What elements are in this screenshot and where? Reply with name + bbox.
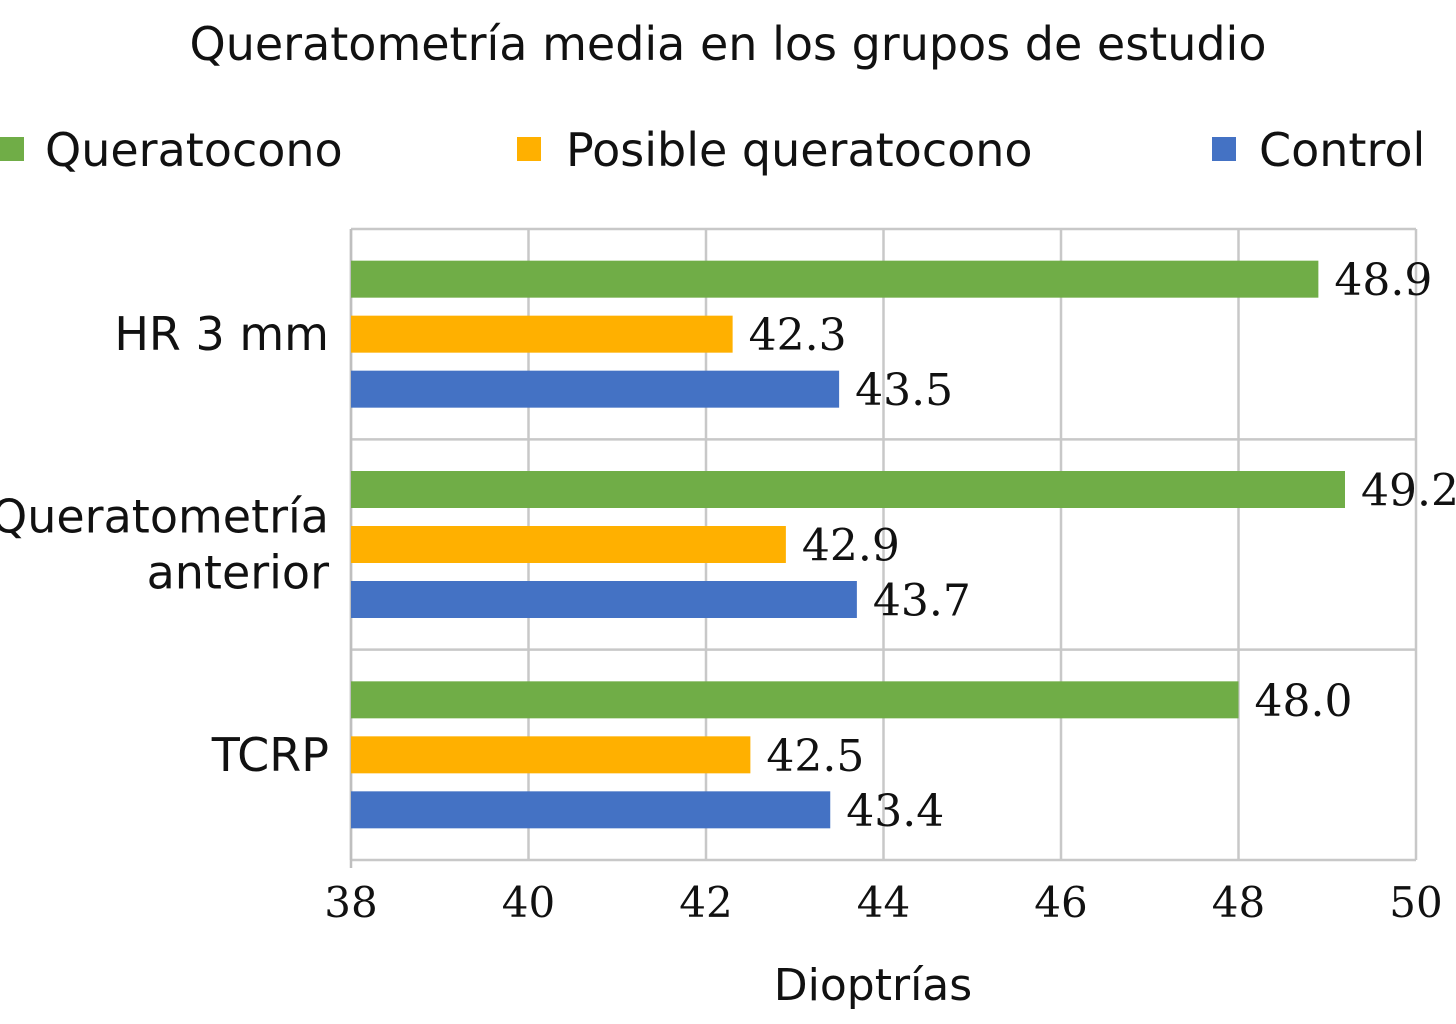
x-axis-ticks: 38 40 42 44 46 48 50 <box>324 878 1442 927</box>
x-tick-label: 48 <box>1212 878 1265 927</box>
x-tick-label: 50 <box>1389 878 1442 927</box>
legend-swatch-0 <box>0 137 24 161</box>
legend-label-1: Posible queratocono <box>566 123 1033 177</box>
category-label-1: Queratometría <box>0 490 329 544</box>
chart-title: Queratometría media en los grupos de est… <box>190 17 1267 71</box>
data-label-2-0: 43.5 <box>855 365 953 416</box>
legend-swatch-2 <box>1212 137 1236 161</box>
x-tick-label: 38 <box>324 878 377 927</box>
data-label-1-0: 42.3 <box>749 310 847 361</box>
bars: 48.9 42.343.5 49.2 42.943.7 48.0 42.543.4 <box>351 255 1456 837</box>
bar-0-0 <box>351 260 1319 298</box>
data-label-1-2: 42.5 <box>766 731 864 782</box>
bar-2-1 <box>351 581 857 618</box>
legend-label-2: Control <box>1259 123 1425 177</box>
bar-1-1 <box>351 526 786 563</box>
data-label-2-2: 43.4 <box>846 786 944 837</box>
x-axis-label: Dioptrías <box>774 960 972 1011</box>
bar-1-2 <box>351 736 751 774</box>
x-tick-label: 44 <box>857 878 910 927</box>
data-label-0-2: 48.0 <box>1255 676 1353 727</box>
bar-2-2 <box>351 791 831 829</box>
category-label-2: TCRP <box>211 728 329 782</box>
bar-0-1 <box>351 471 1345 508</box>
x-tick-label: 46 <box>1034 878 1087 927</box>
x-tick-label: 40 <box>502 878 555 927</box>
bar-0-2 <box>351 681 1239 719</box>
data-label-0-0: 48.9 <box>1334 255 1432 306</box>
legend: Queratocono Posible queratocono Control <box>0 123 1425 177</box>
bar-1-0 <box>351 315 733 353</box>
data-label-2-1: 43.7 <box>873 576 971 627</box>
data-label-0-1: 49.2 <box>1361 466 1456 517</box>
category-label-0: HR 3 mm <box>114 307 329 361</box>
bar-2-0 <box>351 370 840 408</box>
data-label-1-1: 42.9 <box>802 521 900 572</box>
category-label-1: anterior <box>147 546 330 600</box>
legend-label-0: Queratocono <box>45 123 343 177</box>
x-tick-label: 42 <box>679 878 732 927</box>
legend-swatch-1 <box>517 137 541 161</box>
